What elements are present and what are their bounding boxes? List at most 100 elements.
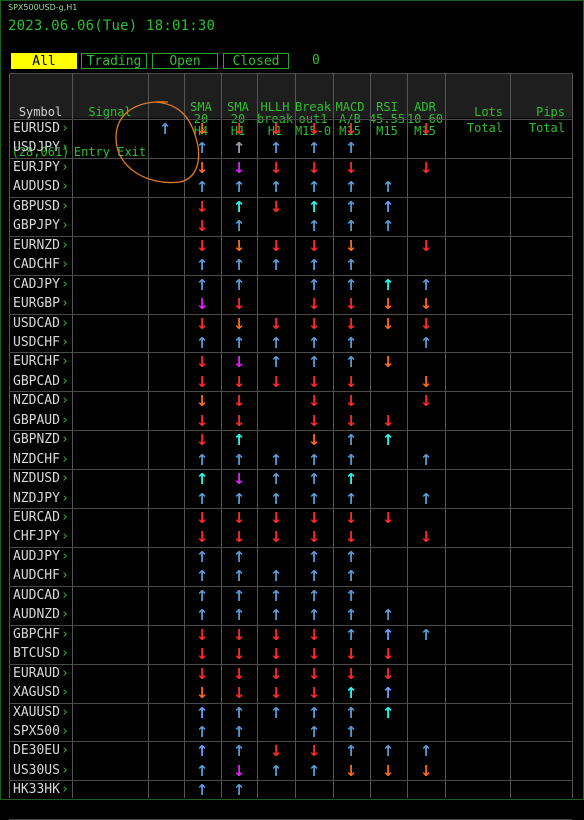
symbol-label[interactable]: HK33HK — [13, 782, 60, 798]
symbol-label[interactable]: CADCHF — [13, 257, 60, 273]
row-divider — [9, 508, 572, 509]
arrow-up-icon: ↑ — [344, 547, 358, 566]
symbol-label[interactable]: NZDJPY — [13, 490, 60, 506]
chevron-right-icon[interactable]: › — [61, 626, 69, 642]
symbol-label[interactable]: USDJPY — [13, 140, 60, 156]
filter-trading-button[interactable]: Trading — [81, 53, 147, 69]
symbol-label[interactable]: AUDCAD — [13, 587, 60, 603]
header-symbol[interactable]: Symbol (28,061) — [9, 82, 72, 158]
symbol-label[interactable]: CHFJPY — [13, 529, 60, 545]
chevron-right-icon[interactable]: › — [61, 296, 69, 312]
arrow-down-icon: ↓ — [307, 645, 321, 664]
arrow-up-icon: ↑ — [232, 197, 246, 216]
chevron-right-icon[interactable]: › — [61, 354, 69, 370]
chevron-right-icon[interactable]: › — [61, 704, 69, 720]
row-divider — [9, 664, 572, 665]
chevron-right-icon[interactable]: › — [61, 412, 69, 428]
chevron-right-icon[interactable]: › — [61, 237, 69, 253]
symbol-label[interactable]: EURAUD — [13, 665, 60, 681]
symbol-label[interactable]: GBPNZD — [13, 432, 60, 448]
symbol-label[interactable]: NZDCAD — [13, 393, 60, 409]
symbol-label[interactable]: NZDUSD — [13, 471, 60, 487]
symbol-label[interactable]: EURCHF — [13, 354, 60, 370]
arrow-down-icon: ↓ — [195, 509, 209, 527]
symbol-label[interactable]: USDCHF — [13, 334, 60, 350]
chevron-right-icon[interactable]: › — [61, 257, 69, 273]
arrow-down-icon: ↓ — [307, 528, 321, 547]
symbol-label[interactable]: EURCAD — [13, 510, 60, 525]
arrow-up-icon: ↑ — [195, 470, 209, 489]
symbol-label[interactable]: GBPAUD — [13, 412, 60, 428]
chevron-right-icon[interactable]: › — [61, 373, 69, 389]
chevron-right-icon[interactable]: › — [61, 159, 69, 175]
arrow-up-icon: ↑ — [381, 197, 395, 216]
chevron-right-icon[interactable]: › — [61, 587, 69, 603]
arrow-up-icon: ↑ — [344, 742, 358, 761]
chevron-right-icon[interactable]: › — [61, 218, 69, 234]
arrow-up-icon: ↑ — [269, 450, 283, 469]
symbol-label[interactable]: AUDUSD — [13, 179, 60, 195]
chevron-right-icon[interactable]: › — [61, 743, 69, 759]
arrow-down-icon: ↓ — [269, 742, 283, 761]
column-divider — [184, 73, 185, 798]
symbol-label[interactable]: AUDNZD — [13, 607, 60, 623]
arrow-up-icon: ↑ — [344, 197, 358, 216]
arrow-up-icon: ↑ — [307, 586, 321, 605]
symbol-label[interactable]: EURJPY — [13, 159, 60, 175]
chevron-right-icon[interactable]: › — [61, 548, 69, 564]
row-divider — [9, 275, 572, 276]
chevron-right-icon[interactable]: › — [61, 490, 69, 506]
symbol-label[interactable]: EURUSD — [13, 121, 60, 136]
chevron-right-icon[interactable]: › — [61, 529, 69, 545]
arrow-down-icon: ↓ — [344, 509, 358, 527]
symbol-label[interactable]: CADJPY — [13, 276, 60, 292]
symbol-label[interactable]: AUDCHF — [13, 568, 60, 584]
chevron-right-icon[interactable]: › — [61, 665, 69, 681]
symbol-label[interactable]: AUDJPY — [13, 548, 60, 564]
symbol-label[interactable]: XAGUSD — [13, 685, 60, 701]
chevron-right-icon[interactable]: › — [61, 762, 69, 778]
chevron-right-icon[interactable]: › — [61, 140, 69, 156]
chevron-right-icon[interactable]: › — [61, 315, 69, 331]
chevron-right-icon[interactable]: › — [61, 646, 69, 662]
filter-closed-button[interactable]: Closed — [223, 53, 289, 69]
filter-open-button[interactable]: Open — [152, 53, 218, 69]
chevron-right-icon[interactable]: › — [61, 568, 69, 584]
chevron-right-icon[interactable]: › — [61, 393, 69, 409]
symbol-label[interactable]: NZDCHF — [13, 451, 60, 467]
symbol-label[interactable]: SPX500 — [13, 723, 60, 739]
chevron-right-icon[interactable]: › — [61, 179, 69, 195]
arrow-up-icon: ↑ — [344, 567, 358, 586]
chevron-right-icon[interactable]: › — [61, 432, 69, 448]
chevron-right-icon[interactable]: › — [61, 607, 69, 623]
chevron-right-icon[interactable]: › — [61, 121, 69, 136]
arrow-up-icon: ↑ — [344, 333, 358, 352]
chevron-right-icon[interactable]: › — [61, 198, 69, 214]
arrow-up-icon: ↑ — [381, 217, 395, 236]
arrow-up-icon: ↑ — [269, 606, 283, 625]
chevron-right-icon[interactable]: › — [61, 685, 69, 701]
chevron-right-icon[interactable]: › — [61, 334, 69, 350]
chevron-right-icon[interactable]: › — [61, 451, 69, 467]
chevron-right-icon[interactable]: › — [61, 782, 69, 798]
symbol-label[interactable]: XAUUSD — [13, 704, 60, 720]
symbol-label[interactable]: GBPCAD — [13, 373, 60, 389]
chevron-right-icon[interactable]: › — [61, 723, 69, 739]
symbol-label[interactable]: US30US — [13, 762, 60, 778]
arrow-down-icon: ↓ — [269, 509, 283, 527]
arrow-up-icon: ↑ — [269, 256, 283, 275]
symbol-label[interactable]: GBPCHF — [13, 626, 60, 642]
arrow-down-icon: ↓ — [419, 372, 433, 391]
symbol-label[interactable]: EURNZD — [13, 237, 60, 253]
symbol-label[interactable]: EURGBP — [13, 296, 60, 312]
chevron-right-icon[interactable]: › — [61, 510, 69, 525]
symbol-label[interactable]: DE30EU — [13, 743, 60, 759]
filter-all-button[interactable]: All — [11, 53, 77, 69]
symbol-label[interactable]: USDCAD — [13, 315, 60, 331]
symbol-label[interactable]: BTCUSD — [13, 646, 60, 662]
arrow-up-icon: ↑ — [419, 625, 433, 644]
symbol-label[interactable]: GBPUSD — [13, 198, 60, 214]
chevron-right-icon[interactable]: › — [61, 276, 69, 292]
chevron-right-icon[interactable]: › — [61, 471, 69, 487]
symbol-label[interactable]: GBPJPY — [13, 218, 60, 234]
